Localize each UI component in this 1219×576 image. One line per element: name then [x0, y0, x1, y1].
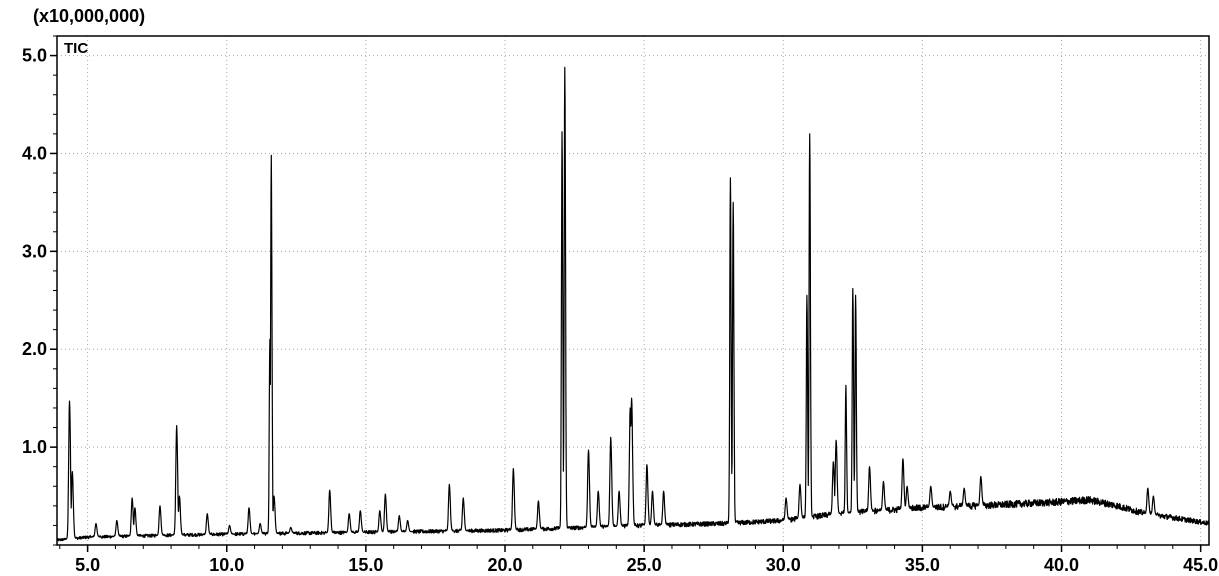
- x-tick-label: 10.0: [209, 555, 244, 575]
- x-tick-label: 5.0: [75, 555, 100, 575]
- y-tick-label: 5.0: [22, 46, 47, 66]
- grid-lines: [57, 36, 1209, 545]
- x-tick-label: 25.0: [627, 555, 662, 575]
- y-tick-label: 4.0: [22, 143, 47, 163]
- y-multiplier-label: (x10,000,000): [33, 6, 145, 26]
- y-tick-label: 1.0: [22, 437, 47, 457]
- y-tick-label: 2.0: [22, 339, 47, 359]
- x-tick-label: 45.0: [1183, 555, 1218, 575]
- y-tick-label: 3.0: [22, 241, 47, 261]
- x-tick-label: 30.0: [766, 555, 801, 575]
- x-tick-label: 20.0: [487, 555, 522, 575]
- x-tick-label: 40.0: [1044, 555, 1079, 575]
- series-label-tic: TIC: [64, 40, 88, 57]
- x-tick-label: 35.0: [905, 555, 940, 575]
- tic-trace: [56, 66, 1210, 542]
- x-tick-label: 15.0: [348, 555, 383, 575]
- y-axis-ticks: 1.0 2.0 3.0 4.0 5.0: [22, 35, 57, 546]
- x-axis-ticks: 5.0 10.0 15.0 20.0 25.0 30.0 35.0 40.0 45.0: [59, 545, 1218, 575]
- plot-frame: [56, 35, 1210, 546]
